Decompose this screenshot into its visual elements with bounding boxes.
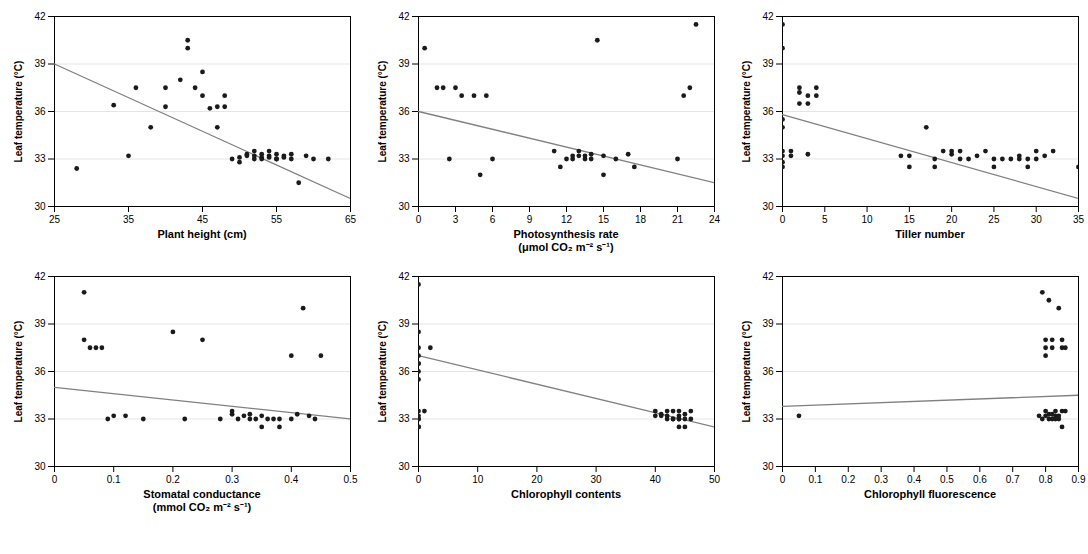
svg-text:36: 36 [762, 106, 774, 117]
svg-text:6: 6 [490, 214, 496, 225]
svg-text:50: 50 [709, 474, 721, 485]
svg-text:36: 36 [762, 366, 774, 377]
svg-text:65: 65 [345, 214, 357, 225]
svg-text:42: 42 [398, 271, 410, 282]
svg-text:24: 24 [709, 214, 721, 225]
svg-text:39: 39 [398, 318, 410, 329]
svg-text:36: 36 [34, 106, 46, 117]
svg-text:35: 35 [1073, 214, 1085, 225]
svg-text:Leaf temperature (°C): Leaf temperature (°C) [377, 61, 388, 163]
svg-text:33: 33 [398, 153, 410, 164]
svg-text:Leaf temperature (°C): Leaf temperature (°C) [13, 61, 24, 163]
svg-text:18: 18 [635, 214, 647, 225]
svg-text:30: 30 [762, 201, 774, 212]
svg-text:0.5: 0.5 [344, 474, 358, 485]
svg-text:0: 0 [780, 474, 786, 485]
svg-text:Leaf temperature (°C): Leaf temperature (°C) [13, 321, 24, 423]
svg-text:45: 45 [197, 214, 209, 225]
svg-text:39: 39 [34, 318, 46, 329]
svg-text:30: 30 [591, 474, 603, 485]
svg-text:0.4: 0.4 [907, 474, 921, 485]
svg-text:40: 40 [650, 474, 662, 485]
html-text:Chlorophyll contents: Chlorophyll contents [511, 488, 621, 500]
svg-text:25: 25 [49, 214, 61, 225]
svg-text:20: 20 [531, 474, 543, 485]
svg-text:0.9: 0.9 [1072, 474, 1086, 485]
svg-text:0.2: 0.2 [166, 474, 180, 485]
html-text:Stomatal conductance (mmol CO₂: Stomatal conductance (mmol CO₂ m⁻² s⁻¹) [143, 488, 261, 513]
svg-text:39: 39 [398, 58, 410, 69]
svg-text:33: 33 [762, 153, 774, 164]
svg-text:0.8: 0.8 [1039, 474, 1053, 485]
svg-text:0: 0 [52, 474, 58, 485]
svg-text:10: 10 [862, 214, 874, 225]
svg-text:20: 20 [946, 214, 958, 225]
svg-text:33: 33 [34, 153, 46, 164]
svg-text:Leaf temperature (°C): Leaf temperature (°C) [741, 61, 752, 163]
svg-text:30: 30 [398, 201, 410, 212]
svg-text:30: 30 [762, 461, 774, 472]
svg-text:39: 39 [762, 318, 774, 329]
svg-text:3: 3 [453, 214, 459, 225]
html-text:Plant height (cm): Plant height (cm) [157, 228, 247, 240]
html-text:Photosynthesis rate (μmol CO₂: Photosynthesis rate (μmol CO₂ m⁻² s⁻¹) [513, 228, 619, 253]
html-text:Tiller number: Tiller number [895, 228, 965, 240]
svg-text:35: 35 [123, 214, 135, 225]
svg-text:30: 30 [34, 201, 46, 212]
svg-text:0.3: 0.3 [225, 474, 239, 485]
svg-text:30: 30 [34, 461, 46, 472]
svg-text:0.1: 0.1 [107, 474, 121, 485]
html-text:Chlorophyll fluorescence: Chlorophyll fluorescence [864, 488, 996, 500]
svg-text:33: 33 [398, 413, 410, 424]
svg-text:0: 0 [416, 214, 422, 225]
svg-text:0: 0 [416, 474, 422, 485]
svg-text:36: 36 [398, 106, 410, 117]
svg-text:5: 5 [822, 214, 828, 225]
svg-text:36: 36 [398, 366, 410, 377]
svg-text:42: 42 [34, 11, 46, 22]
svg-text:15: 15 [904, 214, 916, 225]
svg-text:39: 39 [762, 58, 774, 69]
svg-text:30: 30 [1031, 214, 1043, 225]
svg-text:0.5: 0.5 [940, 474, 954, 485]
svg-text:Leaf temperature (°C): Leaf temperature (°C) [741, 321, 752, 423]
svg-text:39: 39 [34, 58, 46, 69]
svg-text:21: 21 [672, 214, 684, 225]
svg-text:12: 12 [561, 214, 573, 225]
svg-text:0.2: 0.2 [841, 474, 855, 485]
svg-text:Leaf temperature (°C): Leaf temperature (°C) [377, 321, 388, 423]
svg-text:36: 36 [34, 366, 46, 377]
svg-text:0.7: 0.7 [1006, 474, 1020, 485]
svg-text:33: 33 [762, 413, 774, 424]
svg-text:42: 42 [34, 271, 46, 282]
svg-text:42: 42 [398, 11, 410, 22]
svg-text:0: 0 [780, 214, 786, 225]
svg-text:10: 10 [472, 474, 484, 485]
svg-text:42: 42 [762, 271, 774, 282]
svg-text:42: 42 [762, 11, 774, 22]
svg-text:0.4: 0.4 [284, 474, 298, 485]
svg-text:0.1: 0.1 [808, 474, 822, 485]
svg-text:9: 9 [527, 214, 533, 225]
svg-text:0.6: 0.6 [973, 474, 987, 485]
svg-text:25: 25 [988, 214, 1000, 225]
svg-text:30: 30 [398, 461, 410, 472]
svg-text:33: 33 [34, 413, 46, 424]
svg-text:0.3: 0.3 [874, 474, 888, 485]
svg-text:55: 55 [271, 214, 283, 225]
svg-text:15: 15 [598, 214, 610, 225]
